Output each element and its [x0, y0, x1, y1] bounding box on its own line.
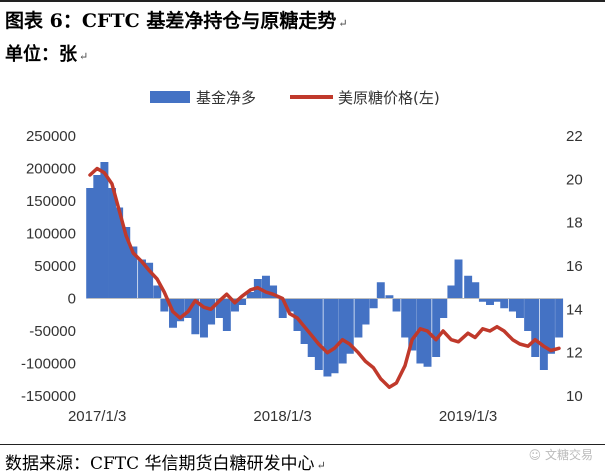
- right-axis: 22 20 18 16 14 12 10: [566, 128, 583, 405]
- net-long-bar: [345, 298, 354, 354]
- sugar-price-line: [88, 166, 561, 390]
- left-tick-label: 100000: [26, 226, 76, 243]
- net-long-bar: [354, 298, 363, 338]
- net-long-bar: [471, 282, 480, 299]
- x-axis: 2017/1/3 2018/1/3 2019/1/3: [68, 408, 497, 425]
- legend: 基金净多 美原糖价格(左): [150, 89, 440, 107]
- net-long-bar: [314, 298, 323, 370]
- net-long-bar: [246, 292, 255, 299]
- legend-label-bars: 基金净多: [196, 89, 256, 107]
- net-long-bar: [439, 298, 448, 318]
- net-long-bar: [200, 298, 208, 338]
- net-long-bar: [376, 282, 385, 299]
- net-long-bar: [129, 246, 138, 299]
- net-long-bar: [392, 298, 401, 312]
- net-long-bar: [176, 298, 185, 322]
- right-tick-label: 12: [566, 345, 583, 362]
- left-tick-label: -150000: [21, 388, 76, 405]
- bar-series: [86, 162, 564, 377]
- net-long-bar: [454, 259, 463, 299]
- net-long-bar: [508, 298, 517, 312]
- net-long-bar: [269, 285, 278, 299]
- left-tick-label: 200000: [26, 161, 76, 178]
- net-long-bar: [478, 298, 487, 302]
- net-long-bar: [160, 298, 169, 312]
- net-long-bar: [285, 298, 294, 312]
- net-long-bar: [486, 298, 494, 305]
- net-long-bar: [531, 298, 540, 357]
- watermark-logo: ☺ 文糖交易: [528, 448, 593, 462]
- net-long-bar: [369, 298, 378, 309]
- net-long-bar: [153, 285, 162, 299]
- net-long-bar: [516, 298, 524, 318]
- net-long-bar: [408, 298, 417, 351]
- net-long-bar: [555, 298, 564, 338]
- right-tick-label: 22: [566, 128, 583, 145]
- net-long-bar: [323, 298, 332, 377]
- net-long-bar: [108, 188, 117, 299]
- left-tick-label: -50000: [29, 323, 76, 340]
- net-long-bar: [93, 175, 102, 299]
- net-long-bar: [401, 298, 410, 338]
- net-long-bar: [300, 298, 309, 344]
- net-long-bar: [293, 298, 302, 331]
- net-long-bar: [539, 298, 548, 370]
- net-long-bar: [138, 259, 146, 299]
- net-long-bar: [231, 298, 239, 312]
- chart-canvas: 基金净多 美原糖价格(左) 250000 200000 150000 100000 50…: [21, 89, 583, 425]
- net-long-bar: [330, 298, 339, 374]
- figure-title: 图表 6：CFTC 基差净持仓与原糖走势 ↵: [5, 10, 348, 32]
- net-long-bar: [447, 285, 456, 299]
- right-tick-label: 10: [566, 388, 583, 405]
- left-tick-label: 250000: [26, 128, 76, 145]
- left-axis: 250000 200000 150000 100000 50000 0 -50000 -100…: [21, 128, 76, 405]
- net-long-bar: [547, 298, 555, 354]
- net-long-bar: [122, 227, 131, 299]
- right-tick-label: 16: [566, 258, 583, 275]
- net-long-bar: [100, 162, 109, 299]
- net-long-bar: [191, 298, 200, 335]
- right-tick-label: 20: [566, 171, 583, 188]
- left-tick-label: 50000: [34, 258, 76, 275]
- net-long-bar: [261, 275, 270, 299]
- legend-swatch-bars: [150, 91, 190, 103]
- left-tick-label: 0: [68, 291, 76, 308]
- x-tick-label: 2019/1/3: [439, 408, 497, 425]
- net-long-bar: [524, 298, 533, 331]
- net-long-bar: [338, 298, 347, 364]
- net-long-bar: [278, 298, 287, 318]
- top-rule: [0, 0, 605, 2]
- net-long-bar: [145, 262, 154, 299]
- net-long-bar: [432, 298, 441, 357]
- net-long-bar: [215, 298, 224, 318]
- net-long-bar: [307, 298, 316, 357]
- net-long-bar: [361, 298, 370, 325]
- x-tick-label: 2017/1/3: [68, 408, 126, 425]
- net-long-bar: [115, 207, 124, 299]
- right-tick-label: 18: [566, 215, 583, 232]
- line-series: [88, 166, 561, 390]
- x-tick-label: 2018/1/3: [253, 408, 311, 425]
- net-long-bar: [207, 298, 216, 325]
- net-long-bar: [222, 298, 231, 331]
- source-note: 数据来源：CFTC 华信期货白糖研发中心 ↵: [5, 454, 326, 474]
- net-long-bar: [385, 295, 394, 299]
- net-long-bar: [493, 298, 502, 302]
- left-tick-label: 150000: [26, 193, 76, 210]
- legend-label-line: 美原糖价格(左): [338, 89, 440, 107]
- left-tick-label: -100000: [21, 356, 76, 373]
- net-long-bar: [464, 275, 473, 299]
- net-long-bar: [500, 298, 509, 309]
- net-long-bar: [238, 298, 247, 305]
- net-long-bar: [86, 188, 95, 299]
- unit-label: 单位：张 ↵: [5, 44, 89, 65]
- bottom-rule: [0, 444, 605, 445]
- right-tick-label: 14: [566, 301, 583, 318]
